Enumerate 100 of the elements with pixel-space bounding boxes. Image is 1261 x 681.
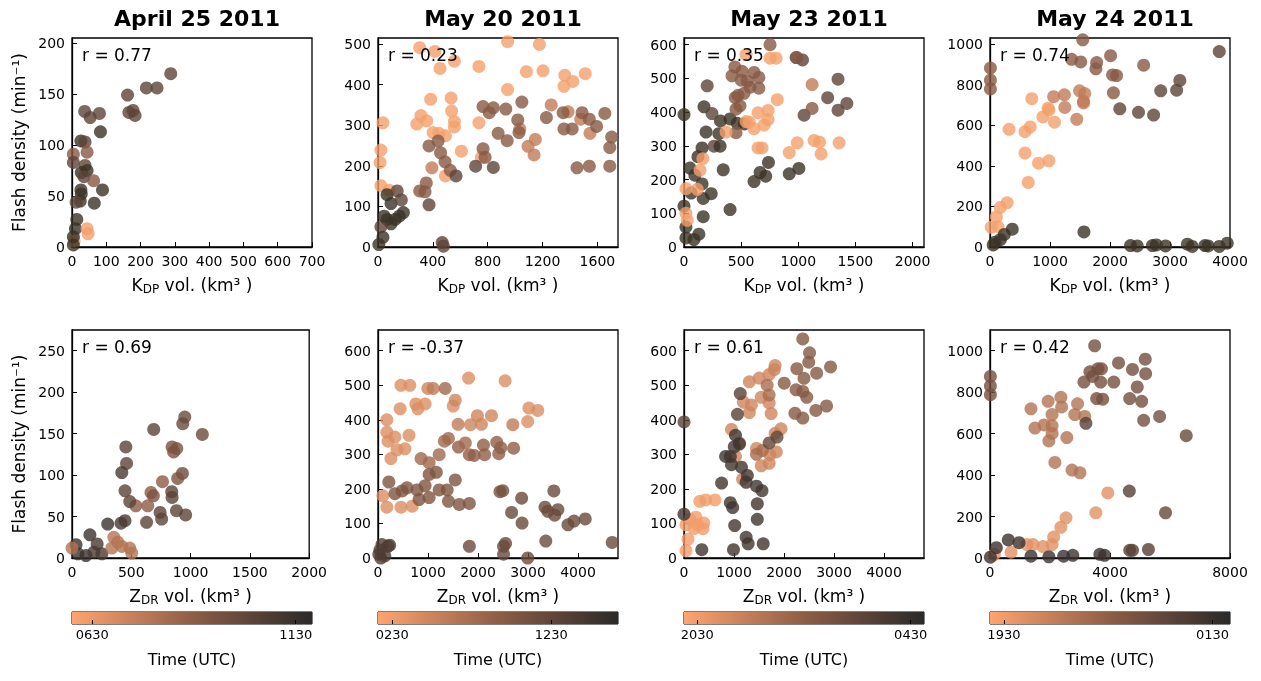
y-tick-label: 300 [344, 446, 371, 463]
x-tick-label: 4000 [1092, 564, 1128, 580]
x-tick-label: 1000 [1032, 253, 1068, 269]
y-tick-label: 0 [974, 550, 983, 566]
color-bar-title: Time (UTC) [758, 649, 849, 669]
color-bar-title: Time (UTC) [146, 649, 237, 669]
x-tick-label: 400 [419, 253, 447, 269]
y-tick-label: 1000 [947, 36, 983, 53]
y-tick-label: 100 [650, 205, 677, 222]
x-tick-label: 800 [474, 253, 502, 269]
x-tick-label: 8000 [1212, 564, 1248, 580]
x-tick-label: 1000 [716, 564, 752, 580]
x-tick-label: 0 [67, 564, 77, 580]
color-bar-label: 0130 [1196, 627, 1230, 642]
y-tick-label: 600 [650, 36, 677, 53]
x-tick-label: 3000 [816, 564, 852, 580]
y-tick-label: 500 [650, 70, 677, 87]
y-tick-label: 400 [344, 411, 371, 428]
y-tick-label: 400 [956, 157, 983, 174]
annotation: r = 0.77 [82, 44, 152, 65]
y-tick-label: 0 [56, 239, 65, 255]
y-tick-label: 500 [344, 36, 371, 53]
y-tick-label: 200 [38, 35, 65, 52]
y-tick-label: 200 [650, 171, 677, 188]
x-tick-label: 3000 [510, 564, 546, 580]
chart-title: April 25 2011 [114, 5, 280, 31]
annotation: r = 0.42 [1000, 336, 1070, 357]
y-tick-label: 200 [38, 384, 65, 401]
y-tick-label: 50 [47, 188, 65, 205]
annotation: r = 0.35 [694, 44, 764, 65]
chart-title: May 23 2011 [730, 5, 888, 31]
y-tick-label: 0 [668, 239, 677, 255]
y-tick-label: 400 [650, 104, 677, 121]
y-tick-label: 200 [344, 480, 371, 497]
annotation: r = 0.61 [694, 336, 764, 357]
x-tick-label: 1000 [410, 564, 446, 580]
y-tick-label: 600 [650, 342, 677, 359]
y-tick-label: 150 [38, 425, 65, 442]
x-tick-label: 500 [727, 253, 755, 269]
x-tick-label: 0 [373, 564, 383, 580]
y-tick-label: 300 [650, 446, 677, 463]
y-tick-label: 100 [650, 515, 677, 532]
y-tick-label: 100 [38, 137, 65, 154]
y-tick-label: 400 [956, 467, 983, 484]
y-tick-label: 200 [956, 508, 983, 525]
x-tick-label: 0 [679, 564, 689, 580]
x-tick-label: 0 [985, 564, 995, 580]
x-tick-label: 0 [985, 253, 995, 269]
x-tick-label: 1000 [172, 564, 209, 580]
y-tick-label: 100 [344, 198, 371, 215]
color-bar-label: 2030 [680, 627, 714, 642]
x-tick-label: 1600 [579, 253, 616, 269]
y-tick-label: 800 [956, 384, 983, 401]
x-tick-label: 200 [127, 253, 154, 269]
chart-title: May 20 2011 [424, 5, 582, 31]
color-bar-title: Time (UTC) [452, 649, 543, 669]
x-tick-label: 400 [195, 253, 223, 269]
y-tick-label: 200 [956, 198, 983, 215]
x-tick-label: 2000 [291, 564, 328, 580]
annotation: r = -0.37 [388, 336, 465, 357]
color-bar-label: 1930 [987, 627, 1021, 642]
y-tick-label: 500 [344, 377, 371, 394]
y-tick-label: 300 [650, 137, 677, 154]
y-axis-title: Flash density (min⁻¹) [8, 354, 29, 534]
x-tick-label: 0 [679, 253, 689, 269]
annotation: r = 0.69 [82, 336, 152, 357]
x-tick-label: 100 [92, 253, 120, 269]
y-tick-label: 800 [956, 76, 983, 93]
x-tick-label: 1200 [524, 253, 561, 269]
y-tick-label: 100 [38, 467, 65, 484]
annotation: r = 0.74 [1000, 44, 1070, 65]
y-tick-label: 600 [344, 342, 371, 359]
y-tick-label: 0 [362, 550, 371, 566]
color-bar-label: 0230 [375, 627, 409, 642]
y-tick-label: 250 [38, 342, 65, 359]
y-tick-label: 600 [956, 117, 983, 134]
annotation: r = 0.23 [388, 44, 458, 65]
y-tick-label: 500 [650, 377, 677, 394]
y-axis-title: Flash density (min⁻¹) [8, 53, 29, 232]
x-tick-label: 300 [161, 253, 189, 269]
x-tick-label: 2000 [1092, 253, 1128, 269]
y-tick-label: 400 [650, 411, 677, 428]
x-tick-label: 4000 [866, 564, 902, 580]
chart-title: May 24 2011 [1036, 5, 1194, 31]
color-bar-label: 0430 [894, 627, 928, 642]
x-tick-label: 4000 [1212, 253, 1248, 269]
x-tick-label: 4000 [560, 564, 596, 580]
color-bar-label: 1130 [279, 627, 313, 642]
y-tick-label: 0 [56, 550, 65, 566]
y-tick-label: 150 [38, 86, 65, 103]
y-tick-label: 200 [344, 157, 371, 174]
x-tick-label: 1500 [837, 253, 874, 269]
x-tick-label: 1500 [232, 564, 268, 580]
y-tick-label: 0 [974, 239, 983, 255]
y-tick-label: 600 [956, 425, 983, 442]
x-tick-label: 3000 [1152, 253, 1188, 269]
y-tick-label: 100 [344, 515, 371, 532]
y-tick-label: 1000 [947, 342, 983, 359]
y-tick-label: 0 [668, 550, 677, 566]
color-bar-label: 0630 [75, 627, 109, 642]
